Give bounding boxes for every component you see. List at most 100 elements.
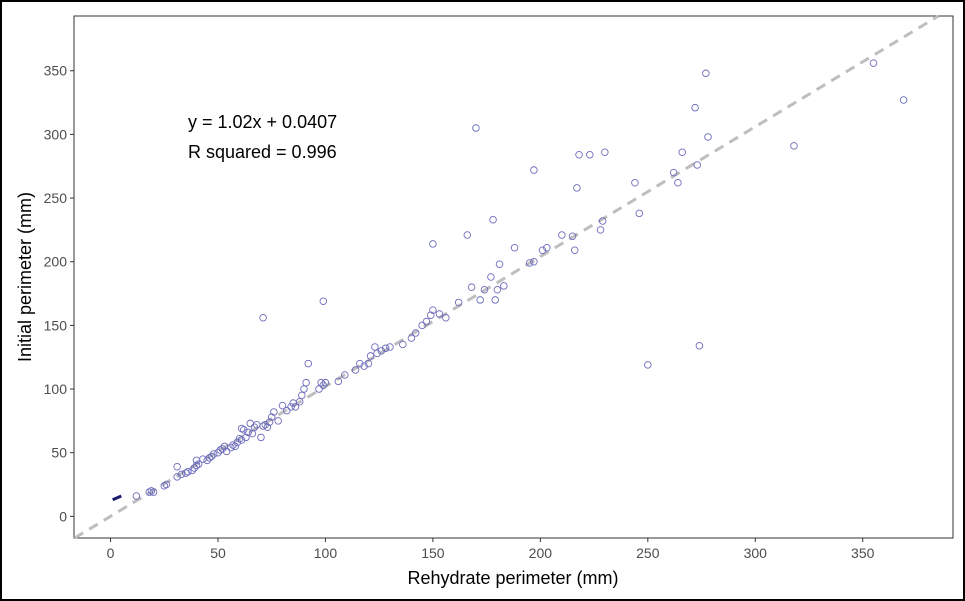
data-point [575, 151, 583, 159]
x-tick-label: 0 [107, 545, 115, 561]
y-axis-title: Initial perimeter (mm) [15, 192, 35, 362]
y-tick-label: 50 [51, 445, 67, 461]
data-point [267, 413, 276, 421]
y-tick-label: 250 [44, 190, 68, 206]
y-tick-label: 200 [44, 254, 68, 270]
data-point [194, 460, 203, 468]
data-point [132, 492, 141, 500]
data-point [530, 257, 538, 266]
y-axis: 0 50 100 150 200 250 300 350 [44, 63, 74, 524]
data-point [644, 361, 652, 369]
data-point [237, 436, 246, 444]
data-point [287, 403, 295, 411]
data-point [244, 428, 252, 437]
data-point [407, 334, 416, 342]
data-point [283, 406, 291, 415]
data-point [160, 482, 169, 490]
data-point [173, 473, 181, 481]
data-point [790, 142, 798, 150]
y-tick-label: 300 [44, 126, 68, 142]
data-point [190, 464, 199, 472]
data-point [399, 340, 407, 349]
data-point [356, 359, 364, 368]
data-point [472, 124, 480, 132]
data-point [222, 447, 231, 456]
data-point [259, 422, 267, 430]
data-point [270, 408, 278, 416]
data-point [377, 347, 386, 355]
data-point [435, 310, 444, 318]
data-point [530, 166, 538, 174]
data-point [351, 366, 360, 374]
data-point [429, 306, 437, 314]
data-point [422, 317, 431, 326]
data-point [173, 462, 181, 471]
data-point [573, 184, 581, 192]
data-point [693, 161, 702, 169]
y-tick-label: 150 [44, 317, 68, 333]
data-point [257, 433, 265, 442]
data-point [364, 359, 373, 368]
data-point [386, 343, 394, 351]
data-point [568, 232, 577, 241]
data-point [493, 285, 502, 294]
data-point [317, 378, 325, 387]
data-point [207, 452, 216, 461]
data-point [373, 349, 381, 358]
data-point [214, 448, 222, 457]
data-point [487, 273, 495, 281]
data-point [261, 420, 270, 429]
data-point [319, 297, 328, 305]
equation-annotation: y = 1.02x + 0.0407 [188, 112, 337, 132]
data-point [429, 240, 437, 248]
data-point [480, 285, 489, 294]
data-point [669, 168, 678, 177]
data-point [237, 424, 246, 433]
data-point [500, 282, 508, 290]
data-point [366, 352, 375, 360]
x-axis-title: Rehydrate perimeter (mm) [407, 568, 618, 588]
data-point [538, 246, 547, 255]
data-point [427, 311, 435, 319]
data-point [233, 438, 242, 447]
data-point [319, 381, 328, 389]
data-point [250, 423, 259, 431]
data-point [209, 450, 218, 458]
data-point [218, 445, 227, 453]
data-point [674, 179, 682, 187]
data-point [691, 103, 699, 112]
y-tick-label: 100 [44, 381, 68, 397]
data-point [476, 296, 484, 304]
data-point [182, 469, 190, 477]
data-points [132, 59, 908, 500]
data-point [899, 96, 908, 104]
data-point [302, 378, 310, 387]
short-segment [112, 494, 122, 502]
x-tick-label: 300 [744, 545, 768, 561]
data-point [334, 377, 343, 386]
x-tick-label: 200 [529, 545, 553, 561]
data-point [205, 454, 214, 462]
data-point [147, 487, 156, 495]
data-point [291, 403, 300, 411]
data-point [489, 215, 497, 224]
x-axis: 0 50 100 150 200 250 300 350 [107, 538, 875, 561]
data-point [702, 69, 710, 78]
data-point [635, 209, 643, 218]
data-point [695, 342, 704, 350]
data-point [278, 401, 287, 410]
data-point [341, 371, 349, 379]
data-point [463, 231, 472, 239]
data-point [188, 466, 196, 475]
data-point [571, 246, 579, 255]
data-point [145, 488, 153, 496]
data-point [601, 148, 609, 156]
y-tick-label: 0 [59, 508, 67, 524]
data-point [229, 441, 237, 449]
data-point [184, 468, 192, 476]
data-point [678, 148, 686, 156]
data-point [227, 443, 235, 452]
x-tick-label: 150 [421, 545, 445, 561]
